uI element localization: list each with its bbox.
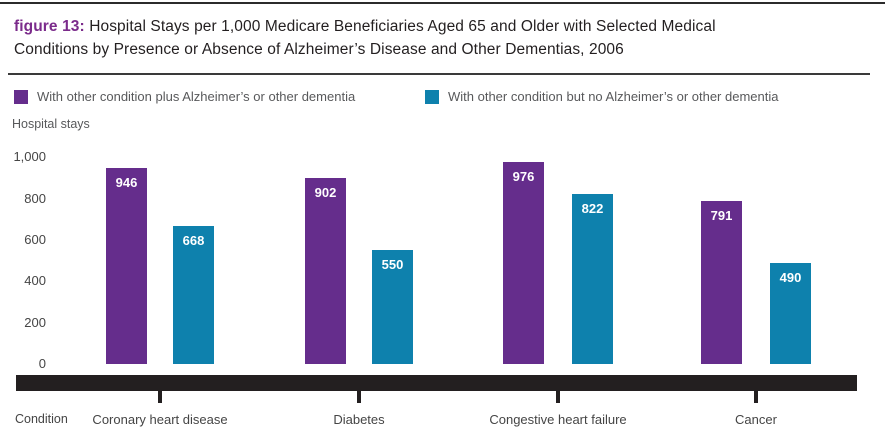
bar-no-dementia: 550	[372, 250, 413, 364]
legend-label: With other condition but no Alzheimer’s …	[448, 89, 779, 105]
bar-with-dementia: 902	[305, 177, 346, 364]
bar-value-label: 976	[512, 169, 535, 185]
legend-swatch-purple	[14, 89, 28, 104]
x-axis-tick	[556, 390, 560, 403]
figure-number-label: figure 13:	[14, 18, 85, 35]
y-axis-tick-label: 400	[24, 273, 46, 289]
figure-title: figure 13: Hospital Stays per 1,000 Medi…	[14, 15, 870, 61]
bar-no-dementia: 822	[572, 194, 613, 364]
x-axis-tick	[754, 390, 758, 403]
bar-with-dementia: 791	[701, 200, 742, 364]
legend-item-with-dementia: With other condition plus Alzheimer’s or…	[14, 88, 355, 104]
y-axis-tick-label: 600	[24, 231, 46, 247]
bar-value-label: 490	[779, 269, 802, 285]
x-axis-tick	[357, 390, 361, 403]
y-axis-tick-label: 1,000	[13, 149, 46, 165]
bar-no-dementia: 490	[770, 262, 811, 364]
x-axis-tick	[158, 390, 162, 403]
y-axis-tick-label: 800	[24, 190, 46, 206]
category-label: Cancer	[735, 412, 777, 427]
legend-item-no-dementia: With other condition but no Alzheimer’s …	[425, 88, 778, 104]
bar-value-label: 668	[182, 232, 205, 248]
bar-value-label: 791	[710, 207, 733, 223]
bar-value-label: 822	[581, 201, 604, 217]
title-divider	[8, 73, 870, 75]
top-divider	[0, 2, 885, 4]
bar-with-dementia: 946	[106, 168, 147, 364]
bar-value-label: 550	[381, 257, 404, 273]
bar-value-label: 946	[115, 175, 138, 191]
x-axis-title: Condition	[15, 412, 68, 426]
figure-title-line1: Hospital Stays per 1,000 Medicare Benefi…	[89, 18, 716, 35]
y-axis-tick-label: 200	[24, 314, 46, 330]
category-label: Congestive heart failure	[489, 412, 627, 427]
y-axis-title: Hospital stays	[12, 117, 90, 131]
figure-title-line2: Conditions by Presence or Absence of Alz…	[14, 41, 624, 58]
category-label: Diabetes	[333, 412, 385, 427]
category-label: Coronary heart disease	[92, 412, 228, 427]
x-axis-band	[16, 375, 857, 391]
bar-with-dementia: 976	[503, 162, 544, 364]
y-axis-tick-label: 0	[38, 356, 46, 371]
legend-swatch-teal	[425, 89, 439, 104]
bar-no-dementia: 668	[173, 225, 214, 364]
bar-value-label: 902	[314, 184, 337, 200]
legend-label: With other condition plus Alzheimer’s or…	[37, 89, 356, 105]
